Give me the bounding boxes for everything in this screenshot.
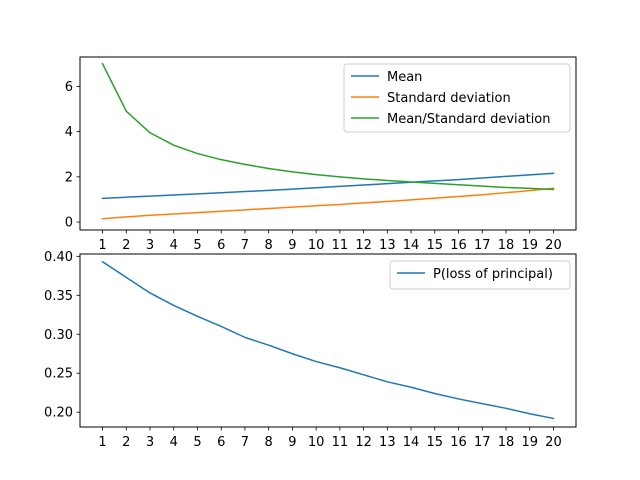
top-plot-lines (101, 62, 555, 220)
top-series-line-1 (101, 187, 555, 220)
top-y-tick-label: 6 (65, 80, 73, 95)
top-x-tick-label: 20 (545, 238, 562, 253)
top-x-tick-label: 6 (217, 238, 225, 253)
top-y-tick-label: 0 (65, 216, 73, 231)
top-x-tick-label: 8 (265, 238, 273, 253)
bottom-x-tick-label: 18 (498, 435, 515, 450)
bottom-axes-frame (79, 253, 577, 428)
bottom-x-tick-label: 1 (98, 435, 106, 450)
bottom-x-tick-label: 3 (146, 435, 154, 450)
bottom-legend: P(loss of principal) (389, 260, 571, 290)
top-x-tick-label: 11 (332, 238, 349, 253)
bottom-x-tick-label: 15 (427, 435, 444, 450)
bottom-legend-label-0: P(loss of principal) (433, 267, 553, 282)
top-legend-label-0: Mean (387, 70, 422, 85)
top-x-axis: 1 2 3 4 5 6 7 8 9 10 11 12 13 14 15 16 17 18 19 20 (98, 230, 562, 253)
bottom-series-line-0 (101, 260, 555, 420)
top-legend: Mean Standard deviation Mean/Standard devi… (343, 63, 571, 133)
bottom-x-tick-label: 9 (288, 435, 296, 450)
top-legend-label-1: Standard deviation (387, 91, 511, 106)
bottom-x-tick-label: 19 (521, 435, 538, 450)
top-axes-frame (79, 56, 577, 231)
bottom-x-tick-label: 5 (193, 435, 201, 450)
bottom-y-tick-label: 0.25 (44, 367, 73, 382)
bottom-x-tick-label: 17 (474, 435, 491, 450)
bottom-x-tick-label: 14 (403, 435, 420, 450)
top-x-tick-label: 4 (170, 238, 178, 253)
bottom-y-tick-label: 0.20 (44, 406, 73, 421)
bottom-x-tick-label: 16 (450, 435, 467, 450)
top-y-axis: 0 2 4 6 (65, 80, 80, 231)
bottom-x-tick-label: 6 (217, 435, 225, 450)
bottom-legend-box (389, 260, 571, 290)
top-x-tick-label: 1 (98, 238, 106, 253)
bottom-x-tick-label: 12 (355, 435, 372, 450)
top-x-tick-label: 16 (450, 238, 467, 253)
bottom-y-tick-label: 0.40 (44, 250, 73, 265)
bottom-x-tick-label: 13 (379, 435, 396, 450)
bottom-x-tick-label: 10 (308, 435, 325, 450)
bottom-x-tick-label: 7 (241, 435, 249, 450)
top-legend-box (343, 63, 571, 133)
top-x-tick-label: 14 (403, 238, 420, 253)
bottom-x-tick-label: 4 (170, 435, 178, 450)
top-x-tick-label: 5 (193, 238, 201, 253)
bottom-subplot: 1 2 3 4 5 6 7 8 9 10 11 12 13 14 15 16 17 18 19 20 0.200.25… (44, 250, 577, 450)
top-x-tick-label: 2 (122, 238, 130, 253)
bottom-y-tick-label: 0.35 (44, 289, 73, 304)
top-y-tick-label: 2 (65, 170, 73, 185)
top-x-tick-label: 12 (355, 238, 372, 253)
top-x-tick-label: 17 (474, 238, 491, 253)
top-x-tick-label: 13 (379, 238, 396, 253)
bottom-x-tick-label: 20 (545, 435, 562, 450)
top-x-tick-label: 10 (308, 238, 325, 253)
top-y-tick-label: 4 (65, 125, 73, 140)
bottom-y-tick-label: 0.30 (44, 328, 73, 343)
top-series-line-0 (101, 172, 555, 200)
top-x-tick-label: 9 (288, 238, 296, 253)
top-x-tick-label: 18 (498, 238, 515, 253)
bottom-x-axis: 1 2 3 4 5 6 7 8 9 10 11 12 13 14 15 16 17 18 19 20 (98, 427, 562, 450)
bottom-x-tick-label: 2 (122, 435, 130, 450)
bottom-y-axis: 0.20 0.25 0.30 0.35 0.40 (44, 250, 80, 421)
top-x-tick-label: 3 (146, 238, 154, 253)
bottom-x-tick-label: 11 (332, 435, 349, 450)
top-x-tick-label: 15 (427, 238, 444, 253)
top-x-tick-label: 19 (521, 238, 538, 253)
top-x-tick-label: 7 (241, 238, 249, 253)
bottom-x-tick-label: 8 (265, 435, 273, 450)
top-legend-label-2: Mean/Standard deviation (387, 112, 551, 127)
top-series-line-2 (101, 62, 555, 191)
bottom-plot-lines (101, 260, 555, 420)
